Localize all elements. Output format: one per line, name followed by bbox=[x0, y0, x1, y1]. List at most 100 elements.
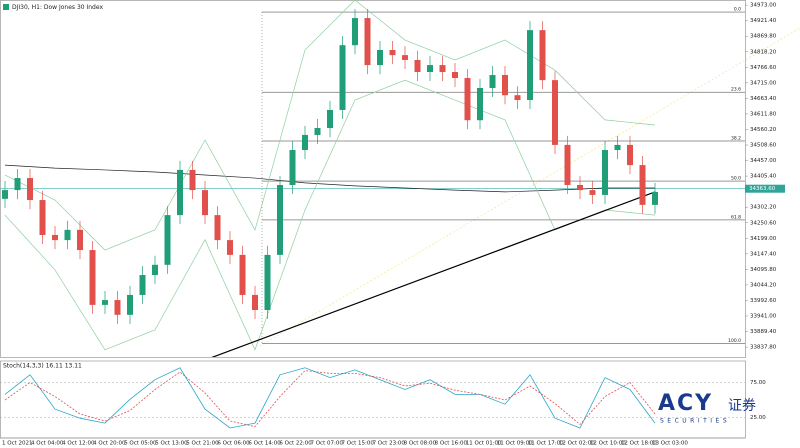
indicator-line bbox=[4, 0, 656, 251]
candle-body bbox=[114, 300, 121, 315]
candle-body bbox=[339, 45, 346, 110]
y-tick-label: 34766.60 bbox=[750, 65, 777, 71]
candle-body bbox=[639, 165, 646, 205]
logo: ACY bbox=[658, 391, 713, 416]
logo-cn: 证券 bbox=[728, 398, 756, 414]
sub-frame bbox=[0, 360, 746, 439]
y-tick-label: 34405.40 bbox=[750, 174, 777, 180]
sub-plot bbox=[0, 367, 745, 429]
x-tick-label: 12 Oct 02:00 bbox=[559, 441, 595, 447]
stoch-line bbox=[4, 370, 656, 428]
trend-line bbox=[211, 191, 656, 357]
y-tick-label: 34199.00 bbox=[750, 236, 777, 242]
x-tick-label: 6 Oct 22:00 bbox=[279, 441, 312, 447]
x-tick-label: 7 Oct 15:00 bbox=[342, 441, 375, 447]
candle-body bbox=[452, 72, 458, 79]
main-plot bbox=[0, 0, 745, 357]
candle-body bbox=[302, 134, 308, 151]
y-tick-label: 25.00 bbox=[750, 415, 766, 421]
x-tick-label: 8 Oct 16:00 bbox=[435, 441, 468, 447]
extension-line bbox=[259, 27, 800, 347]
y-tick-label: 34095.80 bbox=[750, 267, 777, 273]
chart-title: DJI30, H1: Dow Jones 30 Index bbox=[12, 4, 103, 11]
candle-body bbox=[527, 30, 533, 101]
stoch-line bbox=[4, 367, 656, 429]
candle-body bbox=[552, 80, 558, 145]
y-tick-label: 34302.20 bbox=[750, 205, 777, 211]
candle-body bbox=[364, 18, 371, 66]
x-tick-label: 5 Oct 21:00 bbox=[186, 441, 219, 447]
candle-body bbox=[414, 59, 421, 73]
candle-body bbox=[64, 229, 71, 241]
candle-body bbox=[227, 240, 233, 255]
candle-body bbox=[27, 178, 33, 201]
candle-body bbox=[427, 65, 433, 73]
fib-label: 61.8 bbox=[731, 214, 741, 220]
fib-label: 50.0 bbox=[731, 176, 741, 182]
candle-body bbox=[239, 254, 246, 295]
main-frame bbox=[0, 0, 746, 358]
candle-body bbox=[589, 190, 596, 195]
candle-body bbox=[314, 128, 321, 135]
price-box bbox=[745, 184, 785, 193]
y-tick-label: 34818.20 bbox=[750, 49, 777, 55]
candle-body bbox=[177, 169, 183, 216]
candle-body bbox=[389, 50, 396, 56]
candle-body bbox=[327, 109, 333, 129]
candle-body bbox=[89, 250, 96, 305]
candle-body bbox=[264, 254, 271, 311]
candle-body bbox=[2, 190, 8, 199]
y-tick-label: 34973.00 bbox=[750, 3, 777, 9]
candle-body bbox=[514, 95, 521, 101]
indicator-line bbox=[4, 164, 655, 193]
candle-body bbox=[377, 50, 383, 66]
x-tick-label: 4 Oct 12:00 bbox=[62, 441, 95, 447]
x-tick-label: 7 Oct 07:00 bbox=[310, 441, 343, 447]
fib-label: 0.0 bbox=[734, 7, 741, 13]
y-tick-label: 34921.40 bbox=[750, 18, 777, 24]
y-tick-label: 34508.60 bbox=[750, 143, 777, 149]
candle-body bbox=[502, 75, 508, 96]
y-tick-label: 33992.60 bbox=[750, 298, 777, 304]
y-tick-label: 34560.20 bbox=[750, 127, 777, 133]
candle-body bbox=[402, 55, 408, 60]
x-tick-label: 4 Oct 20:00 bbox=[93, 441, 126, 447]
candle-body bbox=[652, 191, 658, 205]
y-tick-label: 34044.20 bbox=[750, 282, 777, 288]
x-tick-label: 6 Oct 06:00 bbox=[217, 441, 250, 447]
x-tick-label: 5 Oct 13:00 bbox=[155, 441, 188, 447]
fib-label: 23.6 bbox=[731, 87, 741, 93]
indicator-line bbox=[4, 79, 656, 351]
candle-body bbox=[252, 294, 258, 311]
candle-body bbox=[564, 144, 571, 185]
y-tick-label: 34457.00 bbox=[750, 158, 777, 164]
candle-body bbox=[439, 65, 446, 73]
candle-body bbox=[164, 215, 171, 265]
candle-body bbox=[477, 87, 483, 121]
y-tick-label: 34715.00 bbox=[750, 80, 777, 86]
x-tick-label: 12 Oct 18:00 bbox=[621, 441, 657, 447]
price-label: 34363.60 bbox=[749, 186, 776, 192]
candle-body bbox=[289, 150, 296, 185]
candle-body bbox=[602, 150, 608, 195]
candle-body bbox=[577, 184, 583, 191]
y-tick-label: 34250.60 bbox=[750, 220, 777, 226]
symbol-icon bbox=[3, 4, 9, 10]
x-tick-label: 11 Oct 17:00 bbox=[528, 441, 564, 447]
candle-body bbox=[614, 144, 621, 151]
candle-body bbox=[202, 190, 208, 216]
y-tick-label: 34869.80 bbox=[750, 34, 777, 40]
y-tick-label: 33837.80 bbox=[750, 345, 777, 351]
x-tick-label: 1 Oct 2021 bbox=[2, 441, 33, 447]
candle-body bbox=[464, 78, 471, 121]
logo-sub: SECURITIES bbox=[660, 418, 730, 425]
candle-body bbox=[152, 264, 158, 276]
candle-body bbox=[489, 75, 496, 88]
candle-body bbox=[214, 215, 221, 241]
x-tick-label: 8 Oct 08:00 bbox=[404, 441, 437, 447]
y-tick-label: 33889.40 bbox=[750, 329, 777, 335]
candle-body bbox=[39, 200, 46, 235]
candle-body bbox=[127, 294, 133, 315]
